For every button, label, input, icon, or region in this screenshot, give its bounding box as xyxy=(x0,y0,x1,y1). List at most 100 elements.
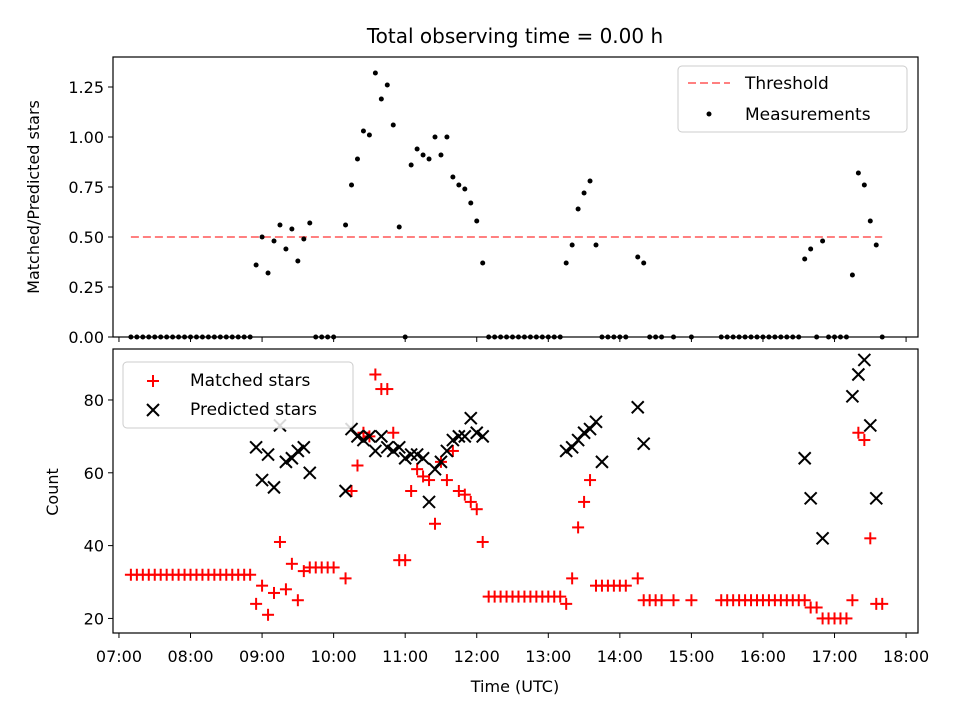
measurement-point xyxy=(450,174,456,180)
bottom-x-ticks: 07:00 08:00 09:00 10:00 11:00 12:00 13:00 14:00… xyxy=(96,633,929,666)
measurement-point xyxy=(808,246,814,252)
measurement-point xyxy=(354,156,360,162)
matched-star-point xyxy=(381,383,394,396)
predicted-star-point xyxy=(255,473,269,487)
legend-measurements-label: Measurements xyxy=(745,105,871,125)
predicted-star-point xyxy=(863,418,878,433)
measurement-point xyxy=(301,236,307,242)
top-y-axis-label: Matched/Predicted stars xyxy=(24,100,43,294)
chart-title: Total observing time = 0.00 h xyxy=(366,24,663,48)
matched-star-point xyxy=(852,426,865,439)
predicted-star-point xyxy=(410,447,424,462)
measurement-point xyxy=(295,258,301,264)
predicted-star-point xyxy=(434,455,448,469)
measurement-point xyxy=(444,134,450,140)
predicted-star-point xyxy=(797,451,812,465)
measurement-point xyxy=(372,70,378,76)
matched-star-point xyxy=(279,583,292,596)
measurement-point xyxy=(289,226,295,232)
matched-star-point xyxy=(476,535,489,548)
bottom-x-tick-label: 13:00 xyxy=(525,647,571,666)
matched-star-point xyxy=(619,579,632,592)
predicted-star-point xyxy=(803,491,818,505)
matched-star-point xyxy=(244,568,257,581)
matched-star-point xyxy=(566,572,579,585)
measurement-point xyxy=(408,162,414,168)
predicted-star-point xyxy=(261,447,275,462)
measurement-point xyxy=(569,242,575,248)
matched-star-point xyxy=(339,572,352,585)
predicted-star-point xyxy=(386,444,400,458)
x-axis-label: Time (UTC) xyxy=(470,677,559,696)
measurement-point xyxy=(343,222,349,228)
matched-star-point xyxy=(268,586,280,599)
bottom-x-tick-label: 14:00 xyxy=(597,647,643,666)
matched-star-point xyxy=(840,612,853,625)
measurement-point xyxy=(456,182,462,188)
matched-star-point xyxy=(464,495,477,508)
matched-star-point xyxy=(285,557,298,570)
measurement-point xyxy=(277,222,283,228)
bottom-y-tick-label: 60 xyxy=(84,464,104,483)
measurement-point xyxy=(426,156,432,162)
measurement-point xyxy=(265,270,271,276)
bottom-x-tick-label: 09:00 xyxy=(239,647,285,666)
measurement-point xyxy=(271,238,277,244)
bottom-y-axis-label: Count xyxy=(43,468,62,516)
bottom-x-tick-label: 08:00 xyxy=(167,647,213,666)
matched-star-point xyxy=(578,495,591,508)
predicted-star-point xyxy=(845,389,860,404)
bottom-x-tick-label: 16:00 xyxy=(740,647,786,666)
predicted-star-point xyxy=(440,444,454,458)
predicted-star-point xyxy=(577,426,591,440)
measurement-point xyxy=(366,132,372,138)
measurement-point xyxy=(635,254,641,260)
bottom-x-tick-label: 18:00 xyxy=(883,647,929,666)
matched-star-point xyxy=(351,459,364,472)
measurement-point xyxy=(420,152,426,158)
matched-star-point xyxy=(423,474,436,487)
top-x-ticks xyxy=(118,337,907,342)
matched-star-point xyxy=(655,594,668,607)
top-y-tick-label: 1.25 xyxy=(68,78,104,97)
measurement-point xyxy=(468,200,474,206)
matched-star-point xyxy=(470,503,483,516)
predicted-star-point xyxy=(279,455,293,469)
bottom-x-tick-label: 17:00 xyxy=(811,647,857,666)
matched-star-point xyxy=(399,554,412,567)
measurement-point xyxy=(253,262,259,268)
legend-measurements-swatch xyxy=(706,111,712,117)
predicted-star-point xyxy=(356,433,371,447)
top-y-tick-label: 0.25 xyxy=(68,278,104,297)
predicted-star-point xyxy=(589,415,603,429)
matched-star-point xyxy=(864,532,877,545)
bottom-legend-box xyxy=(122,361,354,429)
predicted-star-point xyxy=(267,480,281,495)
predicted-star-point xyxy=(404,447,418,462)
predicted-star-point xyxy=(857,353,872,367)
matched-star-point xyxy=(554,590,567,603)
top-y-tick-label: 0.50 xyxy=(68,228,104,247)
top-legend: Threshold Measurements xyxy=(677,65,908,133)
predicted-star-point xyxy=(470,426,484,440)
bottom-x-tick-label: 15:00 xyxy=(668,647,714,666)
measurement-point xyxy=(283,246,289,252)
matched-star-point xyxy=(667,594,680,607)
measurement-point xyxy=(378,96,384,102)
matched-star-point xyxy=(810,601,823,614)
predicted-star-point xyxy=(464,411,478,425)
bottom-y-ticks: 20 40 60 80 xyxy=(84,391,113,628)
predicted-star-point xyxy=(368,444,383,458)
matched-star-point xyxy=(440,474,453,487)
matched-star-point xyxy=(631,572,644,585)
legend-predicted-swatch xyxy=(146,403,160,417)
predicted-star-point xyxy=(374,429,389,444)
measurement-point xyxy=(641,260,647,266)
top-panel: 0.00 0.25 0.50 0.75 1.00 1.25 Matched/Predict… xyxy=(24,56,919,347)
matched-star-point xyxy=(250,597,263,610)
measurement-point xyxy=(360,128,366,134)
predicted-star-point xyxy=(559,444,573,458)
measurement-point xyxy=(855,170,861,176)
bottom-panel: 20 40 60 80 07:00 08:00 09:00 10:00 11:00 12:00 1… xyxy=(43,348,929,696)
matched-star-point xyxy=(858,434,871,447)
